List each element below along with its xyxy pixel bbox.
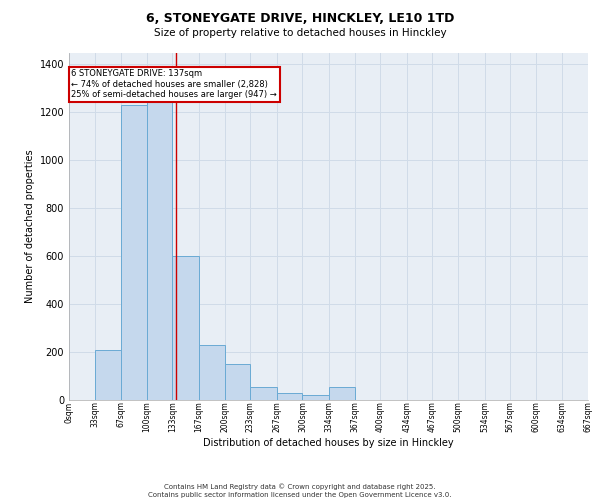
Text: 6 STONEYGATE DRIVE: 137sqm
← 74% of detached houses are smaller (2,828)
25% of s: 6 STONEYGATE DRIVE: 137sqm ← 74% of deta… [71,70,277,99]
Bar [329,387,355,400]
Bar [277,393,302,400]
Text: 6, STONEYGATE DRIVE, HINCKLEY, LE10 1TD: 6, STONEYGATE DRIVE, HINCKLEY, LE10 1TD [146,12,454,26]
Bar [302,395,329,400]
Bar [199,345,224,400]
Bar [147,98,172,400]
Bar [95,350,121,400]
Bar [250,387,277,400]
Text: Contains HM Land Registry data © Crown copyright and database right 2025.
Contai: Contains HM Land Registry data © Crown c… [148,484,452,498]
Y-axis label: Number of detached properties: Number of detached properties [25,150,35,303]
Bar [224,364,250,400]
Text: Size of property relative to detached houses in Hinckley: Size of property relative to detached ho… [154,28,446,38]
X-axis label: Distribution of detached houses by size in Hinckley: Distribution of detached houses by size … [203,438,454,448]
Bar [121,105,147,400]
Bar [172,256,199,400]
